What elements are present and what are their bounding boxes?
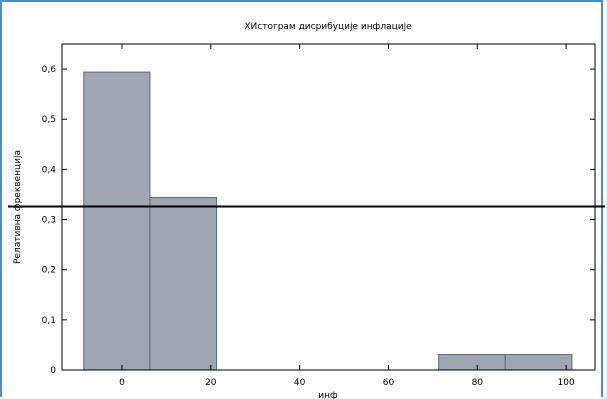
y-tick-label: 0,5 (42, 115, 56, 125)
y-tick-label: 0,6 (42, 65, 57, 75)
x-tick-label: 0 (119, 378, 125, 388)
y-tick-label: 0,4 (42, 165, 57, 175)
x-tick-label: 20 (205, 378, 217, 388)
histogram-bar (149, 196, 218, 371)
x-tick-label: 60 (383, 378, 395, 388)
y-axis-title: Релативна фреквенција (13, 150, 23, 264)
y-tick-label: 0,3 (42, 216, 56, 226)
y-tick-label: 0 (50, 366, 56, 376)
x-axis-title: инф (318, 391, 338, 399)
histogram-bar (438, 353, 506, 371)
ticks-layer: 0 0,1 0,2 0,3 0,4 0,5 0,6 0 20 40 60 80 100 (42, 44, 595, 388)
histogram-bar (504, 353, 573, 371)
chart-title: ХИстограм дисрибуције инфлације (244, 22, 412, 32)
y-tick-label: 0,2 (42, 266, 56, 276)
bars-layer (83, 71, 573, 371)
x-tick-label: 80 (472, 378, 484, 388)
x-tick-label: 40 (294, 378, 306, 388)
x-tick-label: 100 (558, 378, 575, 388)
histogram-bar (83, 71, 151, 371)
y-tick-label: 0,1 (42, 316, 56, 326)
